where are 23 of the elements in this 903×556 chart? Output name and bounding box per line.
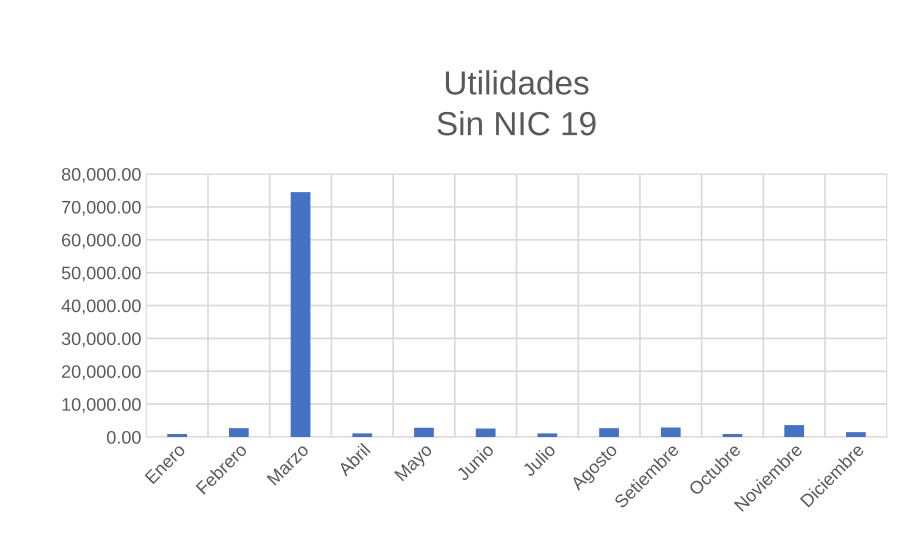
y-tick-label: 10,000.00 xyxy=(62,398,141,413)
y-tick-label: 70,000.00 xyxy=(62,200,141,216)
chart-title: Utilidades Sin NIC 19 xyxy=(437,70,596,136)
y-tick-label: 0.00 xyxy=(106,430,141,444)
x-tick-label: Julio xyxy=(521,442,556,478)
bar xyxy=(660,427,681,438)
bar xyxy=(290,192,310,438)
bar xyxy=(722,434,742,438)
bar xyxy=(476,428,496,438)
bar xyxy=(228,428,249,438)
y-tick-label: 80,000.00 xyxy=(62,168,141,183)
bar xyxy=(537,433,558,438)
y-tick-label: 60,000.00 xyxy=(62,234,141,249)
bar xyxy=(784,425,804,438)
bar xyxy=(414,428,434,438)
y-tick-label: 50,000.00 xyxy=(62,266,141,282)
y-tick-label: 40,000.00 xyxy=(62,299,141,314)
bar xyxy=(352,433,372,438)
y-tick-label: 20,000.00 xyxy=(62,365,141,380)
y-tick-label: 30,000.00 xyxy=(62,332,141,348)
bar xyxy=(167,434,188,438)
bar xyxy=(599,428,619,438)
bar xyxy=(846,432,866,438)
